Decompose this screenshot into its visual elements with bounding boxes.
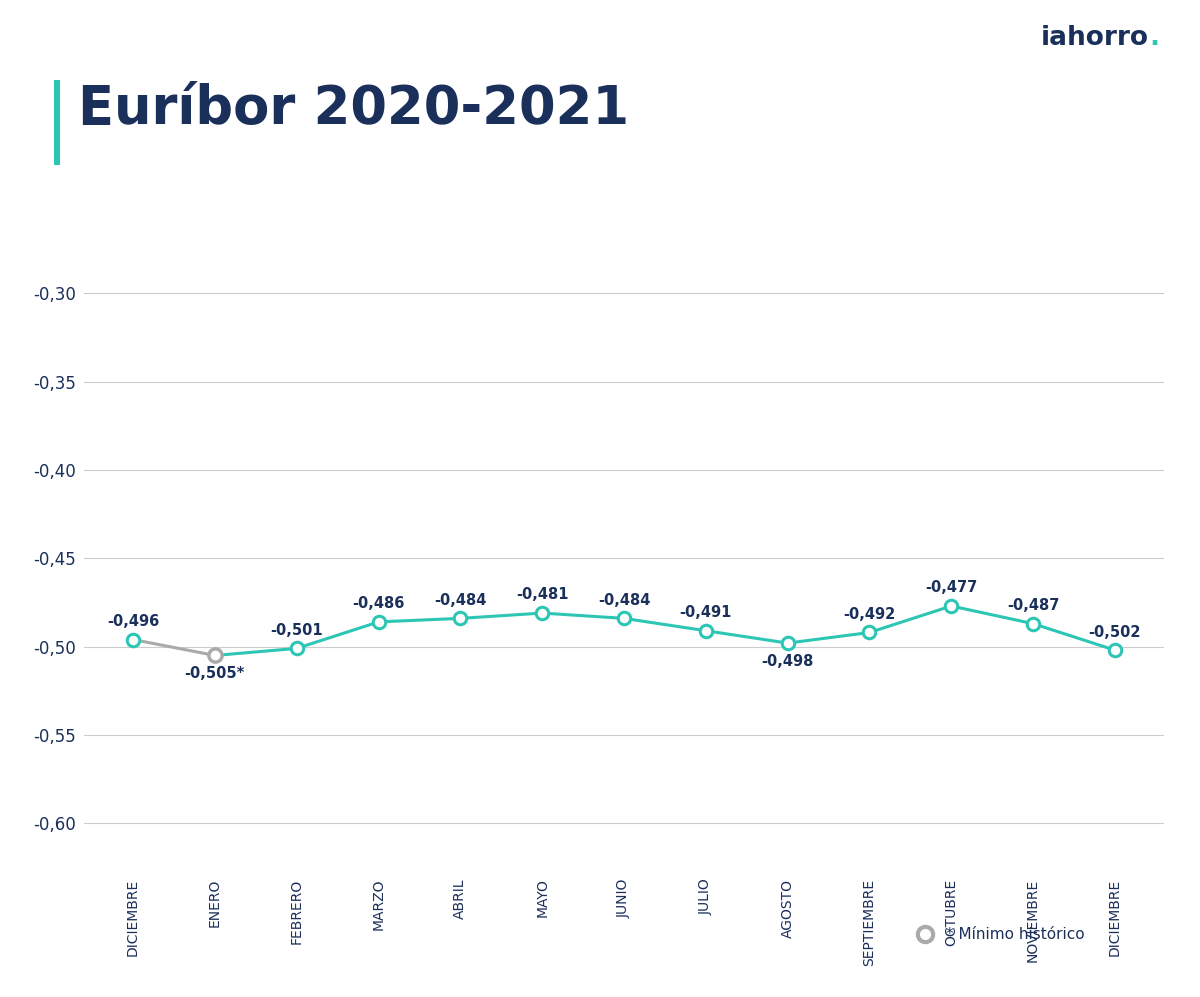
Text: -0,505*: -0,505*	[185, 666, 245, 681]
Text: -0,487: -0,487	[1007, 598, 1060, 613]
Text: -0,498: -0,498	[762, 654, 814, 669]
Text: -0,484: -0,484	[598, 593, 650, 608]
Text: .: .	[1150, 25, 1159, 51]
Text: -0,486: -0,486	[353, 596, 404, 611]
Text: -0,496: -0,496	[107, 614, 160, 629]
Text: -0,491: -0,491	[679, 605, 732, 620]
Text: -0,501: -0,501	[270, 623, 323, 638]
Text: -0,492: -0,492	[844, 607, 895, 622]
Text: * Mínimo histórico: * Mínimo histórico	[946, 926, 1085, 942]
Text: -0,484: -0,484	[434, 593, 486, 608]
Text: iahorro: iahorro	[1040, 25, 1148, 51]
Text: -0,502: -0,502	[1088, 624, 1141, 639]
Text: Euríbor 2020-2021: Euríbor 2020-2021	[78, 83, 629, 135]
Text: -0,477: -0,477	[925, 580, 977, 595]
Text: -0,481: -0,481	[516, 587, 569, 602]
